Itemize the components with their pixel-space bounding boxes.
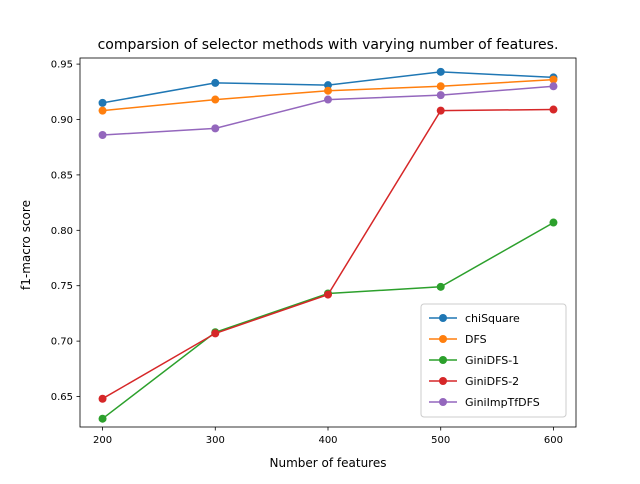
data-point-DFS-200 — [98, 106, 107, 115]
data-point-GiniImpTfDFS-500 — [436, 91, 445, 100]
legend-label-DFS: DFS — [465, 333, 487, 346]
data-point-chiSquare-300 — [211, 78, 220, 87]
legend-marker-DFS — [439, 335, 447, 343]
y-tick-label: 0.70 — [51, 337, 73, 348]
x-tick-label: 300 — [206, 435, 225, 446]
data-point-GiniDFS-1-600 — [549, 218, 558, 227]
x-axis-label: Number of features — [270, 456, 387, 470]
legend-marker-GiniImpTfDFS — [439, 398, 447, 406]
legend-label-GiniImpTfDFS: GiniImpTfDFS — [465, 396, 540, 409]
legend-label-GiniDFS-1: GiniDFS-1 — [465, 354, 519, 367]
data-point-GiniDFS-1-500 — [436, 282, 445, 291]
legend-marker-GiniDFS-1 — [439, 356, 447, 364]
legend-box — [420, 303, 567, 418]
data-point-DFS-300 — [211, 95, 220, 104]
data-point-GiniImpTfDFS-300 — [211, 124, 220, 133]
data-point-DFS-400 — [324, 86, 332, 95]
data-point-GiniImpTfDFS-400 — [324, 95, 332, 104]
y-tick-label: 0.75 — [51, 281, 73, 292]
y-tick-label: 0.80 — [51, 226, 73, 237]
data-point-GiniDFS-2-300 — [211, 329, 220, 338]
y-tick-label: 0.85 — [51, 170, 73, 181]
y-axis-label: f1-macro score — [19, 200, 33, 290]
legend-marker-chiSquare — [439, 314, 447, 322]
data-point-chiSquare-500 — [436, 67, 445, 76]
x-tick-label: 200 — [93, 435, 112, 446]
x-tick-label: 500 — [431, 435, 450, 446]
data-point-GiniDFS-2-600 — [549, 105, 558, 114]
legend: chiSquare DFS GiniDFS-1 GiniDFS-2 GiniImpTfD… — [420, 303, 567, 418]
data-point-DFS-600 — [549, 75, 558, 84]
data-point-GiniImpTfDFS-600 — [549, 82, 558, 91]
data-point-GiniDFS-2-500 — [436, 106, 445, 115]
chart-title: comparsion of selector methods with vary… — [98, 37, 559, 53]
legend-label-GiniDFS-2: GiniDFS-2 — [465, 375, 519, 388]
y-tick-label: 0.65 — [51, 392, 73, 403]
plot-area: 200 300 400 500 600 0.65 0.70 0.75 0.80 0.85 0.90 0… — [51, 57, 577, 446]
data-point-DFS-500 — [436, 82, 445, 91]
y-tick-label: 0.95 — [51, 60, 73, 71]
legend-label-chiSquare: chiSquare — [465, 312, 520, 325]
data-point-GiniDFS-2-200 — [98, 394, 107, 403]
data-point-GiniImpTfDFS-200 — [98, 131, 107, 140]
legend-marker-GiniDFS-2 — [439, 377, 447, 385]
x-tick-label: 400 — [318, 435, 337, 446]
data-point-chiSquare-200 — [98, 98, 107, 107]
x-tick-label: 600 — [544, 435, 563, 446]
y-tick-label: 0.90 — [51, 115, 73, 126]
data-point-GiniDFS-1-200 — [98, 414, 107, 423]
data-point-chiSquare-400 — [324, 81, 332, 90]
data-point-GiniDFS-2-400 — [324, 290, 332, 299]
